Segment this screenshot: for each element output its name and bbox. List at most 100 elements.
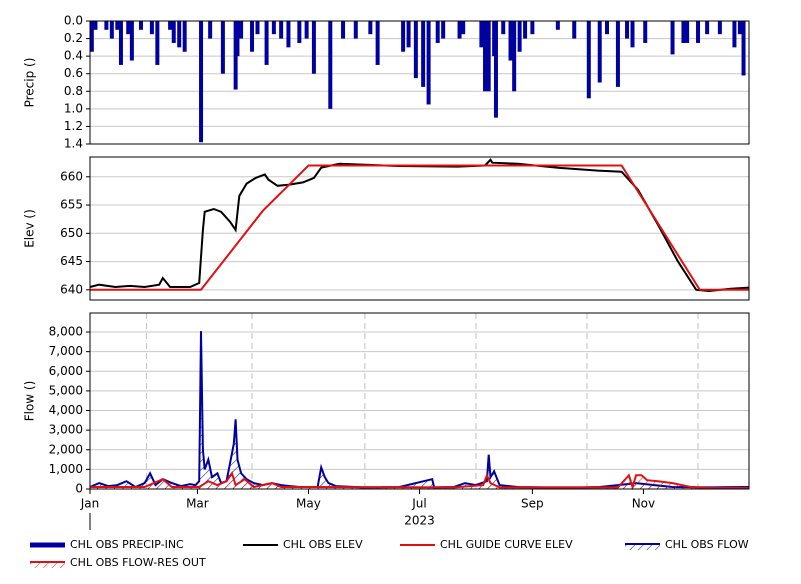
x-tick-label: Jan [80,497,100,511]
bar [625,21,630,39]
bar [93,21,98,30]
bar [517,21,522,52]
bar [426,21,431,105]
plot-frame [89,312,750,490]
bar [149,21,154,35]
bar [705,21,710,35]
bar [555,21,560,30]
bar [508,21,513,61]
bar [171,21,176,43]
y-tick-label: 0.4 [64,49,83,63]
bar [328,21,333,109]
y-tick-label: 1,000 [49,462,83,476]
bar [286,21,291,48]
bar [670,21,675,55]
y-tick-label: 660 [60,169,83,183]
bar [441,21,446,39]
bar [199,21,204,143]
y-tick-label: 655 [60,198,83,212]
bar [643,21,648,43]
bar [353,21,358,39]
legend-label: CHL OBS FLOW-RES OUT [70,556,206,569]
x-tick-label: Nov [632,497,655,511]
y-tick-label: 645 [60,254,83,268]
bar [109,21,114,39]
bar [250,21,255,52]
bar [630,21,635,48]
bar [605,21,610,35]
bar [486,21,491,92]
y-axis-label: Elev () [23,209,37,248]
x-tick-label: Mar [186,497,209,511]
bar [89,21,94,52]
bar [239,21,244,39]
legend-swatch [625,544,660,550]
bar [501,21,506,35]
bar [597,21,602,83]
y-tick-label: 1.4 [64,137,83,151]
bar [479,21,484,48]
plot-frame [89,20,750,145]
bar [572,21,577,39]
bar [311,21,316,74]
bar [741,21,746,76]
legend-label: CHL OBS FLOW [665,538,749,551]
bar [168,21,173,30]
bar [457,21,462,39]
y-tick-label: 1.2 [64,119,83,133]
bar [435,21,440,43]
y-tick-label: 0 [75,482,83,496]
bar [235,21,240,57]
bar [115,21,120,30]
y-tick-label: 0.2 [64,31,83,45]
legend-label: CHL GUIDE CURVE ELEV [440,538,573,551]
line [90,471,749,491]
bar [220,21,225,74]
bar [118,21,123,65]
line [89,158,750,293]
bar [271,21,276,35]
bar [368,21,373,35]
bar [421,21,426,87]
legend-label: CHL OBS PRECIP-INC [70,538,184,551]
y-tick-label: 7,000 [49,344,83,358]
bar [126,21,131,35]
y-tick-label: 0.8 [64,84,83,98]
plot-area [90,21,749,144]
bar [530,21,535,35]
x-tick-label: Sep [521,497,544,511]
y-axis-label: Flow () [23,381,37,422]
y-tick-label: 2,000 [49,442,83,456]
bar [586,21,591,99]
area-fill [90,473,749,489]
bar [523,21,528,39]
bar [129,21,134,61]
bar [685,21,690,43]
legend-label: CHL OBS ELEV [283,538,363,551]
plot-area [90,313,749,489]
bar [138,21,143,30]
bar [279,21,284,39]
y-tick-label: 1.0 [64,101,83,115]
bar [493,21,498,118]
bar [717,21,722,35]
line [90,164,749,291]
bar [732,21,737,48]
y-tick-label: 0.0 [64,14,83,28]
bar [696,21,701,43]
x-tick-label: Jul [411,497,426,511]
bar [341,21,346,39]
bar [512,21,517,92]
y-tick-label: 650 [60,226,83,240]
bar [104,21,109,30]
bar [304,21,309,39]
y-tick-label: 5,000 [49,383,83,397]
x-axis-label: 2023 [404,514,435,528]
bar [255,21,260,35]
plot-frame [89,156,750,301]
bar [177,21,182,48]
bar [401,21,406,52]
y-tick-label: 3,000 [49,423,83,437]
x-tick-label: May [296,497,321,511]
